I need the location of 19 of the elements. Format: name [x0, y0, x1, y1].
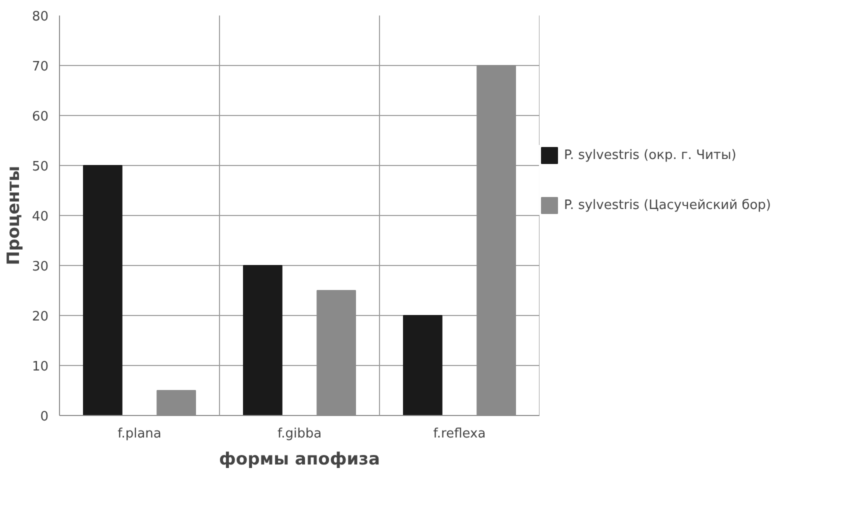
y-tick-label: 60 [32, 110, 49, 124]
y-tick-label: 70 [32, 60, 49, 74]
x-tick-label: f.gibba [277, 426, 322, 442]
y-tick-label: 40 [32, 210, 49, 224]
legend-label: P. sylvestris (Цасучейский бор) [564, 198, 772, 212]
bar [403, 315, 442, 416]
y-tick-label: 80 [32, 10, 49, 24]
x-axis-title: формы апофиза [219, 450, 380, 470]
y-axis-title: Проценты [4, 166, 24, 266]
y-tick-label: 20 [32, 310, 49, 324]
y-tick-label: 0 [40, 410, 49, 424]
y-tick-label: 30 [32, 260, 49, 274]
bar [83, 165, 122, 416]
x-tick-label: f.reflexa [433, 426, 486, 442]
y-tick-label: 10 [32, 360, 49, 374]
y-tick-label: 50 [32, 160, 49, 174]
bar [243, 265, 282, 416]
x-tick-label: f.plana [118, 426, 162, 442]
legend-label: P. sylvestris (окр. г. Читы) [564, 148, 736, 162]
